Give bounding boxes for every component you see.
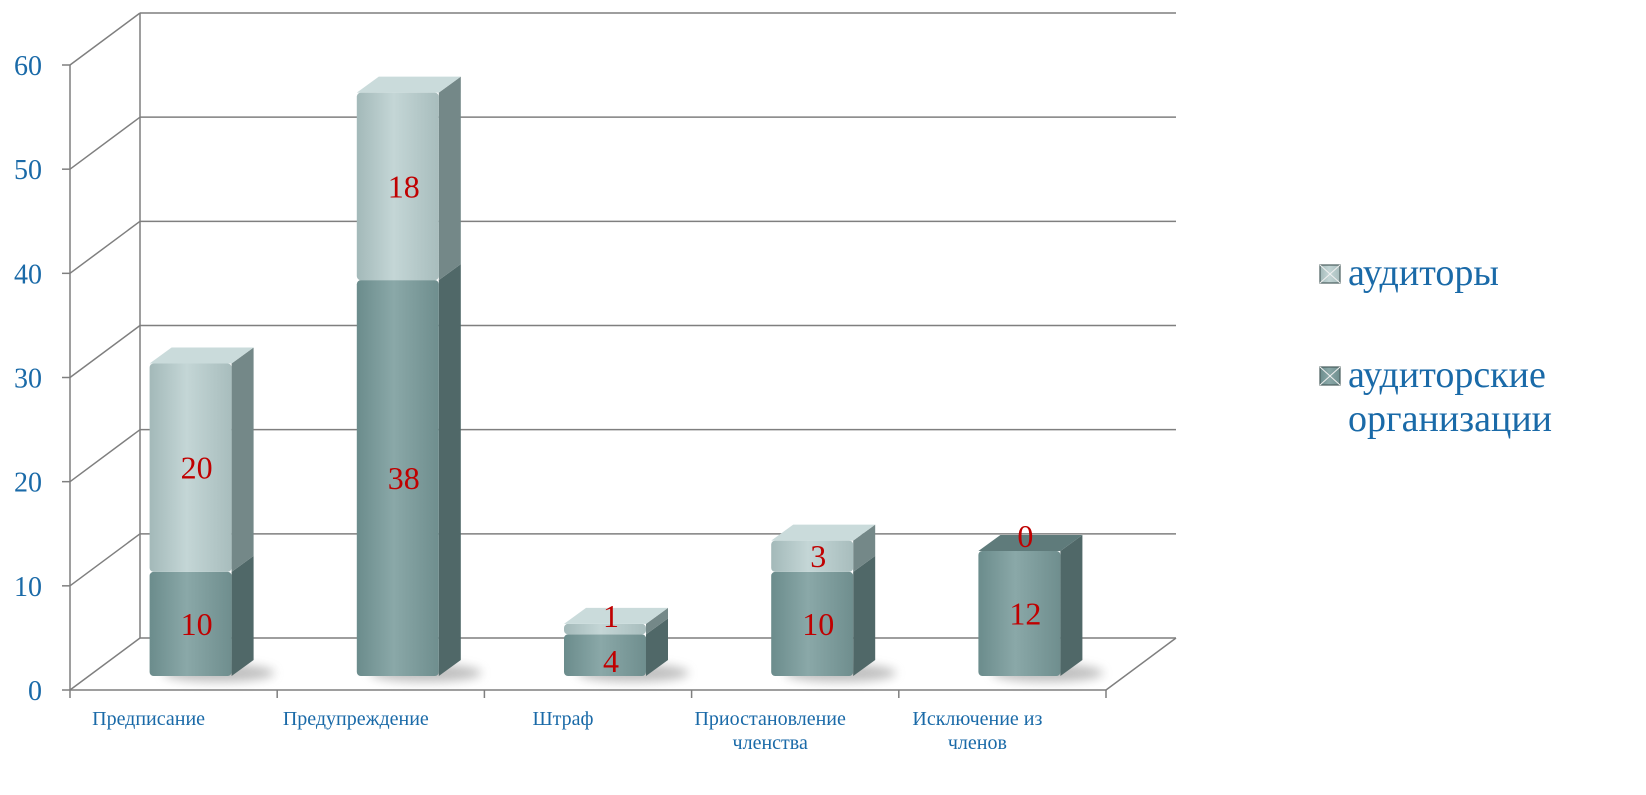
bar-group: 4 1 Штраф — [533, 598, 689, 730]
bar-top — [771, 524, 876, 541]
data-label: 0 — [1017, 518, 1033, 554]
bar-group: 10 20 Предписание — [92, 347, 275, 730]
bar-top — [564, 607, 668, 624]
x-tick-label-line: Предписание — [92, 708, 205, 730]
bar-group: 12 0 Исключение из членов — [912, 518, 1104, 754]
x-tick-label-line: Предупреждение — [283, 708, 429, 730]
gridline-diagonal — [69, 429, 141, 483]
y-tick-label: 60 — [14, 51, 42, 82]
bar-segment-side — [438, 76, 461, 281]
data-label: 1 — [603, 598, 619, 634]
bar-segment — [356, 92, 439, 281]
bar-segment — [564, 623, 646, 635]
legend-label: аудиторы — [1348, 252, 1499, 294]
data-label: 18 — [388, 168, 420, 204]
gridline-group: 20 — [14, 428, 1176, 499]
x-tick-label-line: Исключение из — [912, 708, 1042, 730]
data-label: 3 — [810, 538, 826, 574]
bar-segment — [771, 571, 854, 676]
y-tick-label: 0 — [28, 676, 42, 707]
data-label: 10 — [802, 606, 834, 642]
gridline-group: 60 — [14, 12, 1176, 82]
data-label: 12 — [1009, 596, 1041, 632]
bar-segment-side — [646, 618, 668, 676]
bar-segment-side — [438, 264, 461, 676]
gridline-group: 50 — [14, 116, 1176, 186]
x-tick-label: Приостановление членства — [694, 708, 846, 754]
bar-segment — [564, 634, 646, 676]
x-tick-label-line: Приостановление — [694, 708, 846, 730]
y-tick-label: 20 — [14, 468, 42, 499]
bar-segment-side — [853, 555, 876, 676]
y-tick-label: 50 — [14, 155, 42, 186]
floor-edge — [1105, 637, 1177, 691]
data-label: 4 — [603, 643, 619, 679]
x-tick-label-line: Штраф — [533, 708, 594, 730]
bar-segment-side — [231, 347, 254, 572]
gridline-diagonal — [69, 12, 141, 66]
y-tick-label: 10 — [14, 572, 42, 603]
data-label: 10 — [181, 606, 213, 642]
legend-label-line: аудиторы — [1348, 252, 1499, 294]
bar-group: 38 18 Предупреждение — [283, 76, 482, 730]
bar-group: 10 3 Приостановление членства — [694, 524, 896, 754]
bar-segment — [149, 571, 232, 676]
bar-segment-side — [646, 607, 668, 635]
bar-segment-side — [853, 524, 876, 572]
data-label: 38 — [388, 460, 420, 496]
x-tick-label: Штраф — [533, 708, 594, 730]
bar-segment-side — [1060, 535, 1083, 676]
x-tick-label-line: членства — [733, 732, 808, 754]
gridline-diagonal — [69, 116, 141, 170]
legend-item: аудиторы — [1319, 252, 1499, 294]
y-tick-label: 40 — [14, 259, 42, 290]
bar-top — [149, 347, 254, 364]
gridline-group: 40 — [14, 220, 1176, 290]
legend-label-line: аудиторские — [1348, 354, 1546, 396]
legend-label: аудиторские организации — [1348, 354, 1552, 440]
gridline-diagonal — [69, 324, 141, 379]
bar-segment — [978, 551, 1061, 676]
bar-segment — [771, 540, 854, 572]
data-label: 20 — [181, 450, 213, 486]
legend-label-line: организации — [1348, 398, 1552, 440]
y-tick-label: 30 — [14, 364, 42, 395]
bar-top — [978, 535, 1083, 551]
bar-segment-side — [231, 555, 254, 676]
legend-swatch-accent — [1319, 366, 1341, 386]
x-tick-label: Предписание — [92, 708, 205, 730]
gridline-diagonal — [69, 637, 141, 691]
legend: аудиторы аудиторские организации — [1319, 252, 1552, 440]
legend-item: аудиторские организации — [1319, 354, 1552, 440]
x-tick-label: Предупреждение — [283, 708, 429, 730]
legend-swatch-accent — [1319, 264, 1341, 284]
gridline-diagonal — [69, 533, 141, 587]
bar-top — [356, 76, 461, 93]
gridline-group: 30 — [14, 324, 1176, 395]
x-tick-label-line: членов — [948, 732, 1007, 754]
x-tick-label: Исключение из членов — [912, 708, 1042, 754]
gridline-group: 10 — [14, 533, 1176, 603]
bar-segment — [356, 280, 439, 676]
bar-segment — [149, 363, 232, 572]
gridline-diagonal — [69, 220, 141, 274]
